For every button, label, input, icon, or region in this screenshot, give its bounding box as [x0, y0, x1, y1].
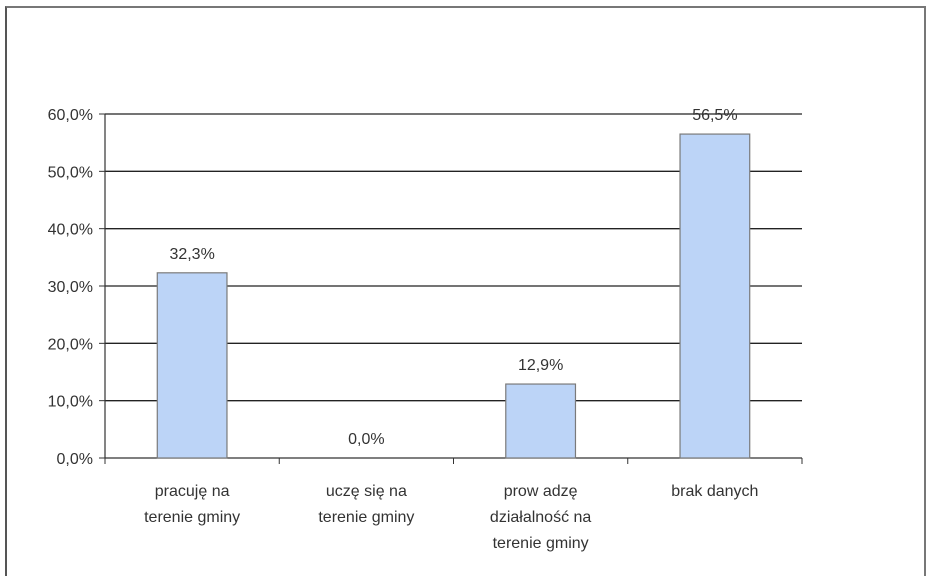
- bars: [156, 133, 751, 459]
- y-tick-label: 30,0%: [48, 279, 93, 296]
- bar: [156, 272, 228, 459]
- y-tick-label: 10,0%: [48, 394, 93, 411]
- y-tick-label: 20,0%: [48, 336, 93, 353]
- chart-frame-right-edge: [924, 6, 926, 576]
- category-label: terenie gminy: [318, 509, 414, 526]
- data-label: 32,3%: [169, 246, 214, 263]
- category-label: działalność na: [490, 509, 592, 526]
- category-label: uczę się na: [326, 483, 407, 500]
- category-label: terenie gminy: [144, 509, 240, 526]
- y-tick-label: 40,0%: [48, 222, 93, 239]
- bar: [505, 383, 577, 459]
- y-tick-label: 50,0%: [48, 164, 93, 181]
- data-label: 56,5%: [692, 107, 737, 124]
- bar: [679, 133, 751, 459]
- category-label: brak danych: [671, 483, 758, 500]
- chart-frame: [5, 6, 925, 576]
- category-label: prow adzę: [504, 483, 578, 500]
- y-tick-label: 60,0%: [48, 107, 93, 124]
- data-label: 0,0%: [348, 431, 384, 448]
- category-label: terenie gminy: [493, 535, 589, 552]
- y-tick-label: 0,0%: [57, 451, 93, 468]
- data-label: 12,9%: [518, 357, 563, 374]
- labels: 0,0% 10,0% 20,0% 30,0% 40,0% 50,0% 60,0% 32,3% p…: [48, 107, 759, 552]
- category-label: pracuję na: [155, 483, 230, 500]
